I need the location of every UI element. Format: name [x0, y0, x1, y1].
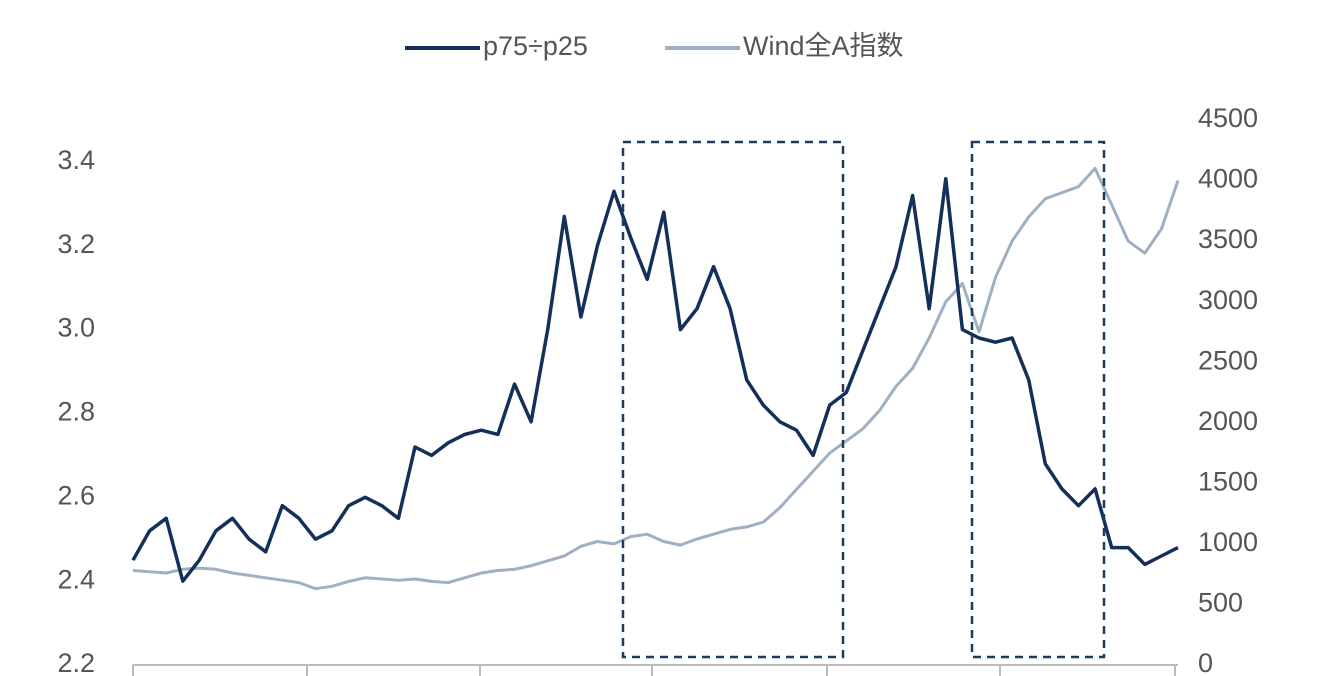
data-line	[132, 166, 1180, 591]
highlight-box	[970, 140, 1106, 659]
y2-tick-label: 1500	[1198, 466, 1258, 496]
legend-label: Wind全A指数	[743, 31, 904, 61]
y-tick-label: 3.4	[57, 145, 95, 175]
data-line	[131, 176, 1179, 583]
y2-tick-label: 3000	[1198, 285, 1258, 315]
x-axis-ticks	[132, 665, 1176, 676]
legend-label: p75÷p25	[483, 31, 588, 61]
y-tick-label: 3.2	[57, 229, 95, 259]
y2-tick-label: 4000	[1198, 164, 1258, 194]
y2-tick-label: 1000	[1198, 527, 1258, 557]
y2-tick-label: 0	[1198, 648, 1213, 676]
y2-tick-label: 4500	[1198, 103, 1258, 133]
y2-tick-label: 500	[1198, 588, 1243, 618]
y2-tick-label: 2500	[1198, 345, 1258, 375]
y-tick-label: 2.8	[57, 397, 95, 427]
y-tick-label: 2.6	[57, 480, 95, 510]
highlight-box	[621, 140, 845, 659]
y-tick-label: 3.0	[57, 313, 95, 343]
y2-tick-label: 3500	[1198, 224, 1258, 254]
y-tick-label: 2.4	[57, 564, 95, 594]
y2-tick-label: 2000	[1198, 406, 1258, 436]
y-tick-label: 2.2	[57, 648, 95, 676]
